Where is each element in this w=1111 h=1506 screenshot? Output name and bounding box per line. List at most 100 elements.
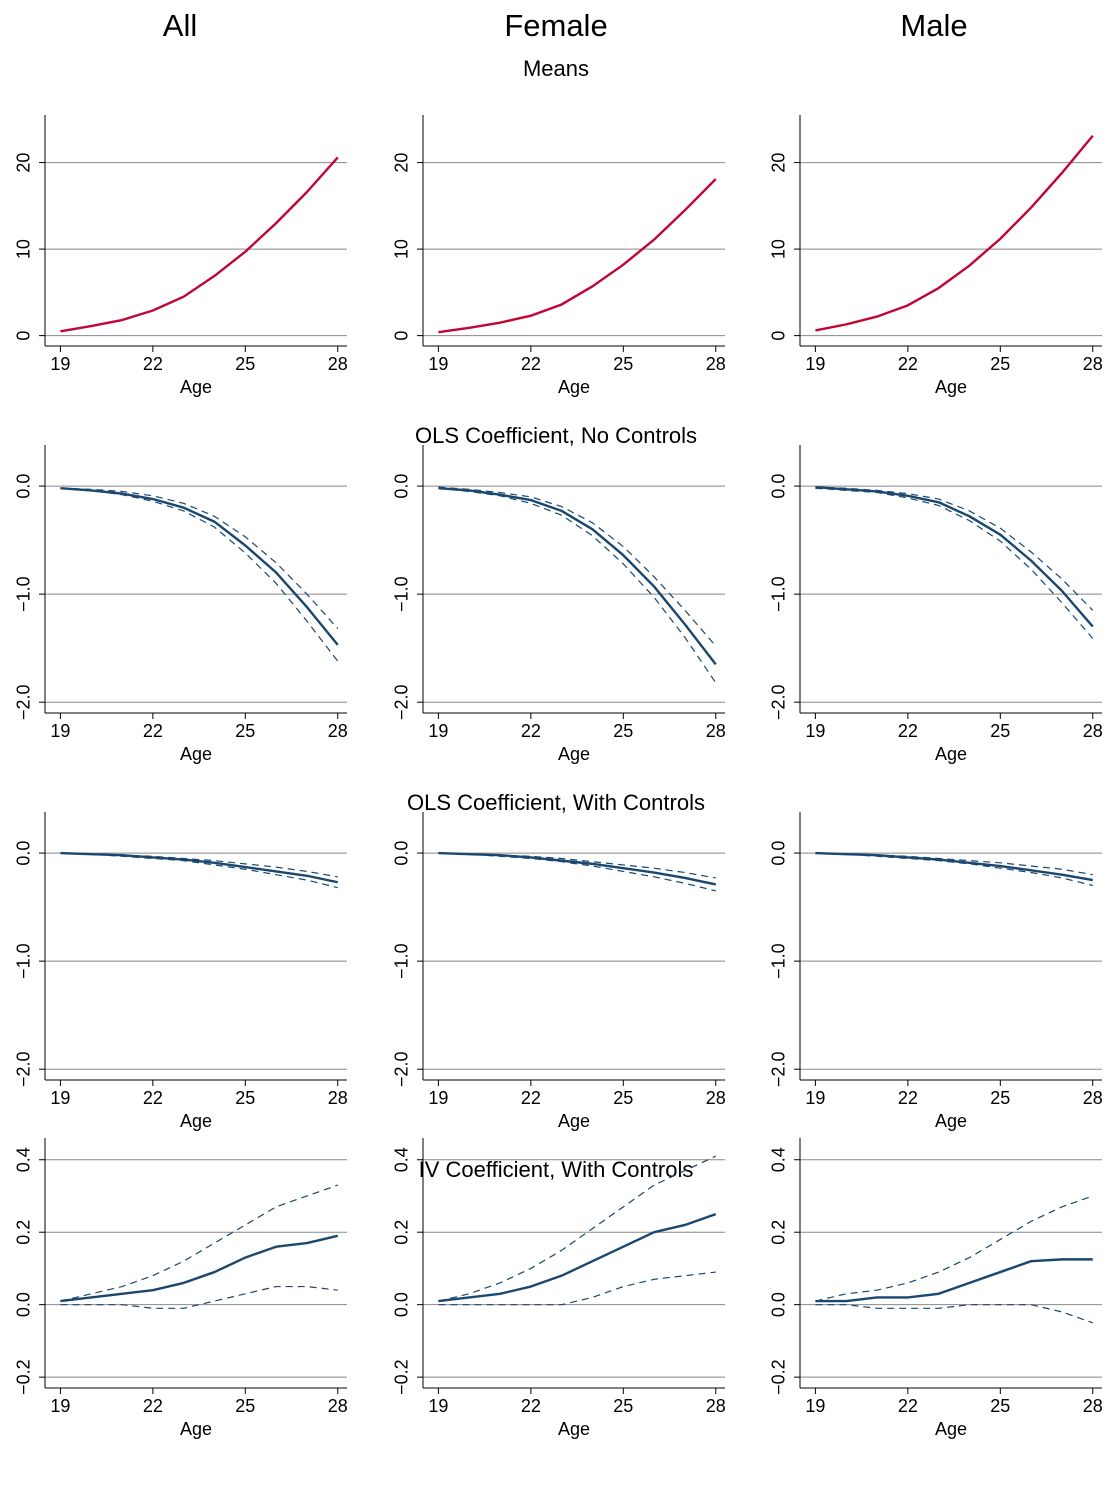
confidence-band-line: [815, 852, 1093, 876]
confidence-band-line: [815, 1304, 1093, 1324]
x-tick-label: 25: [613, 721, 633, 741]
x-tick-label: 28: [328, 1396, 348, 1416]
row-title: OLS Coefficient, With Controls: [407, 790, 705, 815]
confidence-band-line: [438, 1155, 717, 1302]
x-axis-label: Age: [558, 744, 590, 764]
x-axis-label: Age: [558, 1111, 590, 1131]
estimate-line: [60, 1234, 339, 1303]
y-tick-label: 0.4: [392, 1147, 412, 1172]
x-tick-label: 19: [428, 1396, 448, 1416]
estimate-line: [815, 851, 1093, 882]
x-tick-label: 25: [990, 1088, 1010, 1108]
x-tick-label: 19: [50, 354, 70, 374]
confidence-band-line: [815, 487, 1094, 639]
y-tick-label: 0.0: [14, 474, 34, 499]
estimate-line: [60, 851, 339, 884]
estimate-line: [438, 851, 717, 886]
x-tick-label: 22: [898, 1088, 918, 1108]
x-axis-label: Age: [180, 1111, 212, 1131]
x-tick-label: 25: [990, 354, 1010, 374]
x-tick-label: 28: [706, 1396, 726, 1416]
x-tick-label: 28: [1083, 1396, 1103, 1416]
x-tick-label: 19: [428, 354, 448, 374]
x-tick-label: 22: [521, 354, 541, 374]
confidence-band-line: [815, 1195, 1093, 1302]
y-tick-label: −2.0: [769, 1051, 789, 1087]
y-tick-label: −1.0: [14, 576, 34, 612]
y-tick-label: 0.0: [769, 1292, 789, 1317]
x-tick-label: 28: [328, 354, 348, 374]
y-tick-label: −0.2: [392, 1359, 412, 1395]
y-tick-label: −2.0: [392, 1051, 412, 1087]
x-tick-label: 25: [613, 1396, 633, 1416]
y-tick-label: 0: [392, 331, 412, 341]
confidence-band-line: [60, 487, 339, 662]
x-tick-label: 22: [521, 721, 541, 741]
x-axis-label: Age: [558, 377, 590, 397]
x-tick-label: 19: [50, 1088, 70, 1108]
x-axis-label: Age: [935, 1111, 967, 1131]
y-tick-label: 20: [769, 153, 789, 173]
y-tick-label: 10: [14, 239, 34, 259]
y-tick-label: −0.2: [14, 1359, 34, 1395]
x-axis-label: Age: [935, 377, 967, 397]
y-tick-label: 0.2: [392, 1220, 412, 1245]
y-tick-label: 20: [392, 153, 412, 173]
y-tick-label: −1.0: [769, 576, 789, 612]
y-tick-label: 0.0: [392, 474, 412, 499]
x-tick-label: 19: [805, 354, 825, 374]
y-tick-label: 10: [392, 239, 412, 259]
confidence-band-line: [815, 852, 1093, 887]
y-tick-label: 0.0: [14, 841, 34, 866]
x-tick-label: 22: [521, 1088, 541, 1108]
y-tick-label: −1.0: [14, 943, 34, 979]
confidence-band-line: [60, 1285, 338, 1309]
confidence-band-line: [438, 1271, 716, 1306]
x-tick-label: 19: [805, 1396, 825, 1416]
x-tick-label: 19: [805, 721, 825, 741]
x-axis-label: Age: [558, 1419, 590, 1439]
x-tick-label: 25: [235, 1396, 255, 1416]
x-tick-label: 19: [50, 721, 70, 741]
estimate-line: [438, 178, 717, 334]
x-axis-label: Age: [180, 744, 212, 764]
x-axis-label: Age: [180, 1419, 212, 1439]
x-tick-label: 22: [143, 721, 163, 741]
x-tick-label: 22: [521, 1396, 541, 1416]
x-tick-label: 28: [1083, 354, 1103, 374]
y-tick-label: 0.0: [392, 1292, 412, 1317]
x-tick-label: 28: [706, 1088, 726, 1108]
estimate-line: [60, 487, 339, 646]
x-tick-label: 22: [898, 354, 918, 374]
column-title: Female: [504, 8, 607, 43]
y-tick-label: 0.0: [14, 1292, 34, 1317]
x-tick-label: 22: [898, 721, 918, 741]
x-tick-label: 25: [990, 1396, 1010, 1416]
x-tick-label: 28: [706, 721, 726, 741]
confidence-band-line: [438, 487, 717, 684]
y-tick-label: 0.4: [14, 1147, 34, 1172]
x-tick-label: 28: [1083, 721, 1103, 741]
confidence-band-line: [438, 852, 716, 879]
y-tick-label: 0.2: [14, 1220, 34, 1245]
y-tick-label: −1.0: [392, 943, 412, 979]
confidence-band-line: [60, 852, 338, 889]
x-tick-label: 25: [613, 354, 633, 374]
column-title: Male: [900, 8, 967, 43]
y-tick-label: −1.0: [392, 576, 412, 612]
y-tick-label: 20: [14, 153, 34, 173]
x-tick-label: 28: [328, 1088, 348, 1108]
y-tick-label: 0.0: [392, 841, 412, 866]
row-title: Means: [523, 56, 589, 81]
y-tick-label: 0.2: [769, 1220, 789, 1245]
x-tick-label: 28: [706, 354, 726, 374]
confidence-band-line: [438, 852, 716, 892]
y-tick-label: −2.0: [392, 684, 412, 720]
y-tick-label: −0.2: [769, 1359, 789, 1395]
y-tick-label: −2.0: [14, 1051, 34, 1087]
x-axis-label: Age: [935, 1419, 967, 1439]
estimate-line: [815, 485, 1094, 628]
x-axis-label: Age: [935, 744, 967, 764]
y-tick-label: 0.0: [769, 474, 789, 499]
